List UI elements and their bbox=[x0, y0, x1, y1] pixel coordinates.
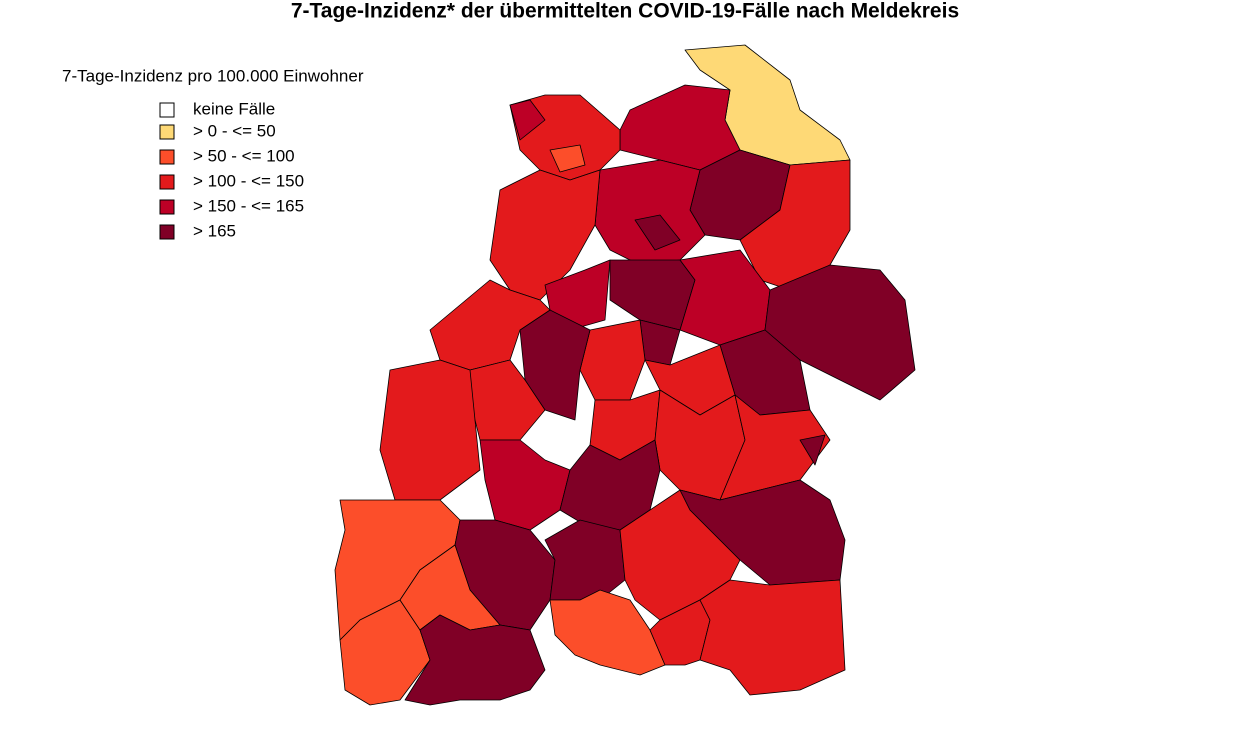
legend-swatch bbox=[159, 174, 175, 190]
legend-label: > 100 - <= 150 bbox=[193, 171, 304, 190]
district bbox=[479, 439, 571, 531]
district bbox=[489, 169, 601, 301]
legend-swatch bbox=[159, 149, 175, 165]
district bbox=[699, 579, 846, 696]
map-title: 7-Tage-Inzidenz* der übermittelten COVID… bbox=[291, 0, 959, 23]
district-map bbox=[334, 44, 916, 706]
district bbox=[549, 144, 586, 173]
legend-label: > 50 - <= 100 bbox=[193, 146, 295, 165]
district bbox=[559, 439, 661, 531]
legend-label: > 0 - <= 50 bbox=[193, 121, 276, 140]
district bbox=[509, 99, 546, 141]
district bbox=[544, 519, 626, 601]
district bbox=[379, 359, 491, 501]
district bbox=[609, 259, 696, 331]
district bbox=[679, 479, 846, 586]
legend: keine Fälle > 0 - <= 50 > 50 - <= 100 > 100… bbox=[159, 99, 304, 240]
legend-swatch bbox=[159, 224, 175, 240]
legend-swatch bbox=[159, 102, 175, 118]
legend-swatch bbox=[159, 124, 175, 140]
district bbox=[404, 614, 546, 706]
legend-swatch bbox=[159, 199, 175, 215]
district bbox=[619, 84, 741, 171]
legend-label: keine Fälle bbox=[193, 99, 275, 118]
legend-label: > 150 - <= 165 bbox=[193, 196, 304, 215]
district bbox=[594, 159, 706, 266]
district bbox=[469, 359, 546, 441]
district bbox=[799, 434, 826, 466]
legend-label: > 165 bbox=[193, 221, 236, 240]
legend-title: 7-Tage-Inzidenz pro 100.000 Einwohner bbox=[62, 66, 364, 85]
district bbox=[634, 214, 681, 251]
